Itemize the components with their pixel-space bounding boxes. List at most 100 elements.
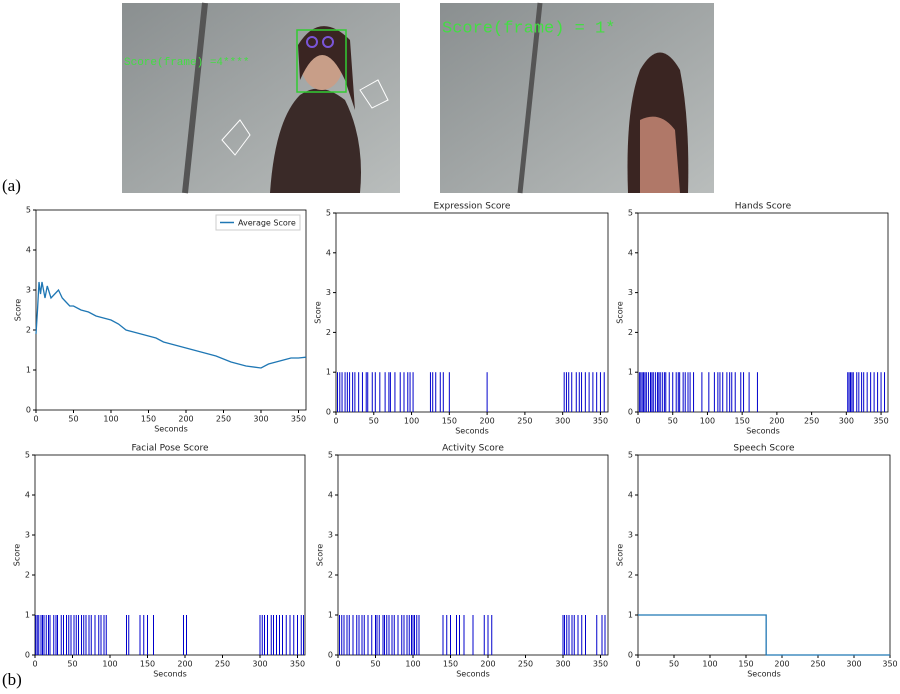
chart-title: Speech Score [733,444,795,454]
y-tick-label: 3 [328,531,333,540]
y-tick-label: 0 [26,406,31,415]
y-tick-label: 5 [26,206,31,215]
y-tick-label: 3 [628,531,633,540]
chart-title: Activity Score [442,444,504,454]
x-tick-label: 250 [215,660,230,669]
y-tick-label: 5 [328,451,333,460]
y-axis-label: Score [314,301,323,323]
x-tick-label: 250 [517,417,532,426]
y-tick-label: 3 [25,531,30,540]
x-axis-label: Seconds [747,670,781,679]
y-axis-label: Score [14,299,23,321]
panel-label: (a) [2,176,21,195]
x-tick-label: 350 [593,417,608,426]
x-tick-label: 50 [370,660,380,669]
x-tick-label: 200 [479,417,494,426]
y-tick-label: 4 [326,248,331,257]
chart-title: Facial Pose Score [131,444,209,454]
x-tick-label: 150 [141,415,156,424]
x-tick-label: 150 [735,417,750,426]
x-tick-label: 300 [253,415,268,424]
x-tick-label: 350 [291,415,306,424]
y-tick-label: 4 [628,248,633,257]
x-tick-label: 150 [443,660,458,669]
x-tick-label: 300 [252,660,267,669]
x-axis-label: Seconds [455,427,489,436]
x-tick-label: 0 [335,660,340,669]
x-tick-label: 150 [442,417,457,426]
x-tick-label: 50 [669,660,679,669]
y-tick-label: 4 [628,491,633,500]
figure: Score(frame) =4**** Score(frame) = 1* (a… [0,0,900,694]
legend-label: Average Score [238,219,296,228]
chart-title: Hands Score [735,202,792,212]
y-tick-label: 3 [628,288,633,297]
x-tick-label: 50 [67,660,77,669]
x-tick-label: 350 [593,660,608,669]
x-tick-label: 300 [846,660,861,669]
y-tick-label: 2 [628,328,633,337]
y-axis-label: Score [616,301,625,323]
x-tick-label: 250 [804,417,819,426]
x-tick-label: 100 [102,660,117,669]
y-tick-label: 1 [26,366,31,375]
x-axis-label: Seconds [153,670,187,679]
plot-frame [638,455,890,655]
x-tick-label: 200 [480,660,495,669]
chart-title: Expression Score [434,202,511,212]
photo-left: Score(frame) =4**** [122,3,400,193]
y-tick-label: 1 [628,368,633,377]
x-tick-label: 100 [103,415,118,424]
x-tick-label: 50 [68,415,78,424]
x-tick-label: 300 [555,660,570,669]
y-tick-label: 1 [328,611,333,620]
y-tick-label: 5 [326,209,331,218]
x-tick-label: 200 [177,660,192,669]
x-tick-label: 0 [33,415,38,424]
x-tick-label: 100 [700,417,715,426]
y-tick-label: 0 [628,408,633,417]
x-tick-label: 350 [873,417,888,426]
x-tick-label: 300 [555,417,570,426]
x-axis-label: Seconds [154,425,188,434]
panel-label: (b) [2,670,22,689]
y-axis-label: Score [616,544,625,566]
y-tick-label: 5 [25,451,30,460]
x-axis-label: Seconds [746,427,780,436]
photo-overlay: Score(frame) = 1* [442,19,615,38]
x-tick-label: 200 [774,660,789,669]
x-tick-label: 200 [178,415,193,424]
y-tick-label: 0 [25,651,30,660]
x-tick-label: 150 [140,660,155,669]
x-tick-label: 50 [668,417,678,426]
x-tick-label: 100 [405,660,420,669]
y-tick-label: 0 [328,651,333,660]
y-tick-label: 3 [26,286,31,295]
y-tick-label: 4 [328,491,333,500]
x-tick-label: 200 [769,417,784,426]
x-tick-label: 100 [404,417,419,426]
y-tick-label: 1 [25,611,30,620]
y-axis-label: Score [13,544,22,566]
y-tick-label: 1 [628,611,633,620]
y-tick-label: 2 [326,328,331,337]
y-tick-label: 4 [26,246,31,255]
x-tick-label: 50 [369,417,379,426]
x-tick-label: 0 [32,660,37,669]
y-tick-label: 2 [26,326,31,335]
x-tick-label: 250 [216,415,231,424]
x-tick-label: 100 [702,660,717,669]
x-tick-label: 0 [333,417,338,426]
x-tick-label: 250 [518,660,533,669]
y-tick-label: 2 [328,571,333,580]
plot-frame [36,210,306,410]
y-tick-label: 5 [628,209,633,218]
y-tick-label: 2 [25,571,30,580]
chart: 012345050100150200250300350Speech ScoreS… [616,444,898,679]
y-tick-label: 5 [628,451,633,460]
x-tick-label: 0 [635,417,640,426]
y-tick-label: 0 [326,408,331,417]
y-tick-label: 1 [326,368,331,377]
photo-right: Score(frame) = 1* [440,3,714,193]
